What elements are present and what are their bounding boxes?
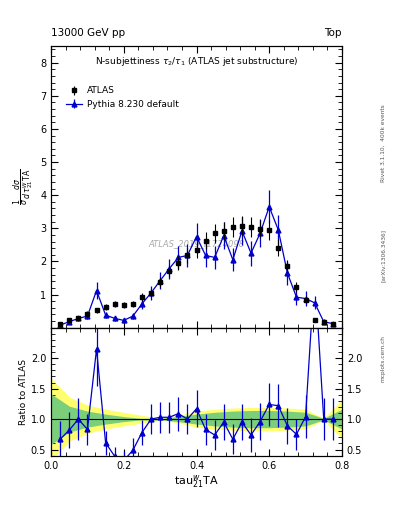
Text: Rivet 3.1.10,  400k events: Rivet 3.1.10, 400k events <box>381 104 386 182</box>
Text: [arXiv:1306.3436]: [arXiv:1306.3436] <box>381 229 386 283</box>
Text: Top: Top <box>324 28 342 38</box>
Text: ATLAS_2019_I1724098: ATLAS_2019_I1724098 <box>149 239 244 248</box>
Text: N-subjettiness $\tau_2/\tau_1$ (ATLAS jet substructure): N-subjettiness $\tau_2/\tau_1$ (ATLAS je… <box>95 55 298 68</box>
Legend: ATLAS, Pythia 8.230 default: ATLAS, Pythia 8.230 default <box>64 84 180 111</box>
Y-axis label: $\frac{1}{\sigma}\frac{d\sigma}{d\,\tau^{W}_{21}\mathrm{TA}}$: $\frac{1}{\sigma}\frac{d\sigma}{d\,\tau^… <box>11 168 36 205</box>
Text: 13000 GeV pp: 13000 GeV pp <box>51 28 125 38</box>
X-axis label: tau$^{w}_{21}$TA: tau$^{w}_{21}$TA <box>174 473 219 490</box>
Y-axis label: Ratio to ATLAS: Ratio to ATLAS <box>19 359 28 424</box>
Text: mcplots.cern.ch: mcplots.cern.ch <box>381 335 386 382</box>
